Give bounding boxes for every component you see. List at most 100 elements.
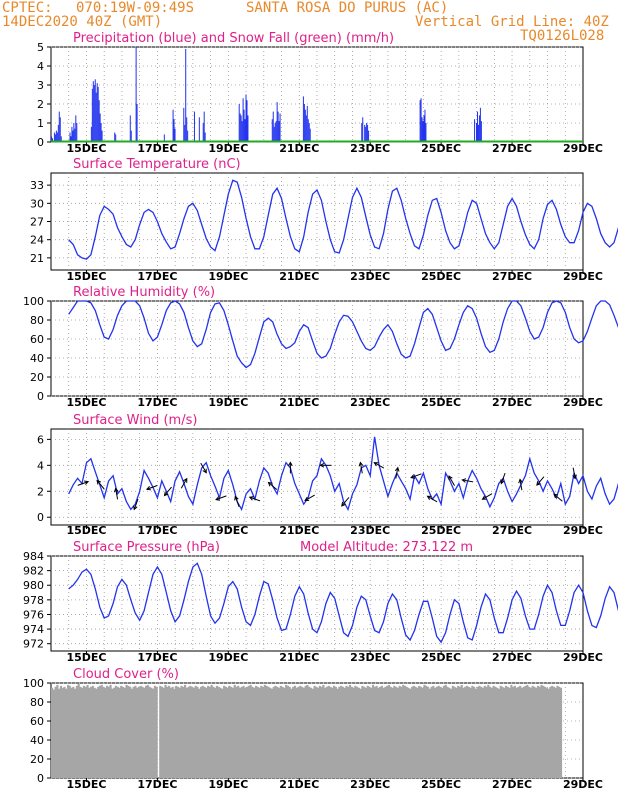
precip-bar — [476, 123, 478, 142]
wind-arrow-head — [215, 496, 221, 501]
cloud-bar — [410, 686, 414, 778]
x-tick-label: 17DEC — [137, 524, 177, 537]
x-tick-label: 17DEC — [137, 651, 177, 664]
cloud-bar — [285, 684, 288, 778]
cloud-bar — [301, 686, 304, 778]
cloud-bar — [155, 686, 158, 778]
cloud-bar — [146, 684, 149, 778]
cloud-bar — [462, 687, 465, 778]
cloud-bar — [194, 685, 197, 778]
precip-bar — [367, 124, 369, 142]
x-tick-label: 23DEC — [350, 524, 390, 537]
wind-arrow-shaft — [519, 479, 523, 491]
cloud-bar — [469, 687, 472, 778]
cloud-bar — [160, 686, 164, 778]
cloud-bar — [288, 686, 291, 778]
y-tick-label: 974 — [23, 623, 44, 636]
cloud-bar — [79, 686, 82, 778]
x-tick-label: 17DEC — [137, 778, 177, 791]
wind-arrow — [180, 477, 188, 489]
cloud-bar — [107, 686, 110, 778]
y-tick-label: 80 — [30, 314, 44, 327]
cloud-bar — [426, 686, 430, 778]
precip-bar — [90, 126, 92, 142]
cloud-bar — [386, 685, 389, 778]
cloud-bar — [485, 686, 488, 778]
cloud-bar — [460, 684, 463, 778]
cloud-bar — [414, 686, 417, 778]
cloud-bar — [237, 685, 240, 778]
y-tick-label: 40 — [30, 734, 44, 747]
wind-arrow-head — [481, 495, 487, 500]
x-tick-label: 15DEC — [66, 524, 106, 537]
cloud-bar — [221, 688, 224, 778]
cloud-bar — [182, 686, 185, 778]
wind-arrow — [572, 467, 577, 480]
x-tick-label: 21DEC — [279, 270, 319, 283]
x-tick-label: 27DEC — [492, 651, 532, 664]
wind-arrow-shaft — [249, 496, 261, 502]
precip-bar — [173, 119, 175, 142]
cloud-bar — [356, 686, 359, 778]
wind-arrow — [200, 462, 207, 474]
cloud-bar — [389, 686, 392, 778]
cloud-bar — [233, 684, 236, 778]
wind-arrow-head — [341, 501, 346, 507]
cloud-bar — [442, 685, 446, 778]
wind-arrow-shaft — [395, 467, 399, 479]
station-coords: 070:19W-09:49S — [76, 0, 195, 16]
x-tick-label: 19DEC — [208, 778, 248, 791]
cloud-bar — [554, 687, 557, 778]
wind-arrow-head — [394, 466, 400, 472]
cloud-bar — [533, 686, 536, 778]
cloud-bar — [86, 684, 89, 778]
cloud-bar — [205, 687, 208, 778]
cloud-bar — [418, 685, 421, 778]
cloud-bar — [313, 685, 316, 778]
precip-bar — [276, 102, 278, 142]
wind-arrow-head — [553, 493, 559, 499]
wind-arrow — [426, 495, 438, 503]
cloud-bar — [512, 686, 515, 778]
precip-bar — [163, 134, 165, 142]
cloud-bar — [247, 685, 250, 778]
precip-bar — [101, 130, 103, 142]
x-tick-label: 23DEC — [350, 396, 390, 409]
precip-bar — [306, 105, 308, 142]
precip-bar — [70, 136, 72, 142]
x-tick-label: 25DEC — [421, 651, 461, 664]
precip-bar — [71, 126, 73, 142]
cloud-bar — [384, 686, 387, 778]
grid-note: Vertical Grid Line: 40Z — [415, 14, 609, 30]
cloud-bar — [192, 687, 196, 778]
precip-bar — [69, 132, 71, 142]
cloud-bar — [363, 686, 366, 778]
wind-arrow-head — [518, 478, 523, 484]
cloud-bar — [503, 687, 506, 778]
cloud-bar — [281, 686, 284, 778]
precip-bar — [272, 111, 274, 142]
wind-arrow-head — [358, 461, 364, 467]
precip-bar — [184, 124, 186, 142]
cloud-bar — [214, 687, 217, 778]
cloud-bar — [254, 685, 258, 778]
precip-bar — [183, 107, 185, 142]
cloud-bar — [141, 686, 144, 778]
cloud-bar — [499, 685, 502, 778]
cloud-bar — [159, 685, 162, 778]
cloud-bar — [545, 687, 548, 778]
cloud-bar — [304, 685, 307, 778]
wind-arrow-head — [96, 479, 101, 485]
wind-arrow — [358, 461, 364, 474]
cloud-bar — [352, 687, 355, 778]
cloud-bar — [322, 684, 325, 778]
x-tick-label: 21DEC — [279, 524, 319, 537]
wind-arrow-shaft — [462, 479, 474, 483]
precip-bar — [305, 115, 307, 142]
cloud-bar — [153, 685, 157, 778]
precip-bar — [73, 123, 75, 142]
cloud-bar — [428, 688, 431, 778]
wind-arrow-shaft — [146, 485, 158, 490]
precip-bar — [60, 136, 62, 142]
cloud-bar — [191, 686, 194, 778]
